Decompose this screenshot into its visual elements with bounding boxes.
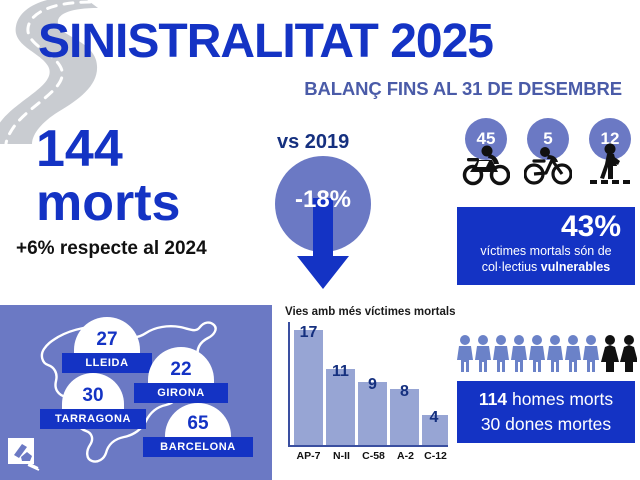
pedestrian-icon	[586, 142, 634, 186]
province-map-panel: 27 LLEIDA 22 GIRONA 30 TARRAGONA 65 BARC…	[0, 305, 272, 480]
gender-men-line: 114 homes morts	[479, 387, 613, 412]
deaths-label: morts	[36, 174, 181, 232]
chart-category-ap7: AP-7	[296, 450, 321, 462]
gender-stats-box: 114 homes morts 30 dones mortes	[457, 381, 635, 443]
gender-women-line: 30 dones mortes	[480, 414, 612, 434]
transit-logo-icon	[8, 438, 42, 472]
deaths-count: 144	[36, 120, 123, 178]
province-name-barcelona: BARCELONA	[143, 437, 253, 457]
bar-value-c58: 9	[368, 376, 377, 393]
province-value-tarragona: 30	[62, 373, 124, 409]
vulnerable-share-percent: 43%	[560, 210, 621, 243]
province-name-lleida: LLEIDA	[62, 353, 152, 373]
roads-bar-chart	[288, 322, 448, 447]
province-value-barcelona: 65	[165, 403, 231, 437]
bar-c12	[422, 415, 448, 445]
vulnerable-share-line2: col·lectius vulnerables	[465, 259, 627, 275]
vs-2019-percent: -18%	[294, 186, 352, 213]
vulnerable-share-box: 43% víctimes mortals són de col·lectius …	[457, 207, 635, 285]
chart-x-axis	[288, 445, 448, 447]
province-marker-girona: 22 GIRONA	[134, 347, 228, 403]
province-name-tarragona: TARRAGONA	[40, 409, 146, 429]
bar-n2	[326, 369, 355, 445]
winding-road-icon	[0, 0, 116, 146]
vulnerable-share-line1: víctimes mortals són de	[480, 243, 612, 258]
vulnerable-share-line2-prefix: col·lectius	[481, 259, 541, 274]
bar-c58	[358, 382, 387, 445]
province-value-girona: 22	[148, 347, 214, 383]
page-title: SINISTRALITAT 2025	[38, 15, 494, 68]
province-marker-lleida: 27 LLEIDA	[62, 317, 152, 373]
vulnerable-item-pedestrian: 12	[586, 118, 634, 184]
page-subtitle: BALANÇ FINS AL 31 DE DESEMBRE	[304, 78, 622, 99]
down-arrow-icon	[296, 198, 350, 290]
bar-a2	[390, 389, 419, 445]
province-name-girona: GIRONA	[134, 383, 228, 403]
chart-title: Vies amb més víctimes mortals	[285, 306, 456, 318]
chart-category-c12: C-12	[424, 450, 447, 462]
bar-ap7	[294, 330, 323, 445]
deaths-comparison: +6% respecte al 2024	[16, 238, 207, 259]
bar-value-a2: 8	[400, 383, 409, 400]
chart-category-n2: N-II	[333, 450, 350, 462]
chart-category-a2: A-2	[397, 450, 414, 462]
motorcycle-icon	[462, 142, 511, 186]
province-value-lleida: 27	[74, 317, 140, 353]
bar-value-n2: 11	[332, 363, 349, 380]
province-marker-tarragona: 30 TARRAGONA	[40, 373, 146, 429]
chart-category-c58: C-58	[362, 450, 385, 462]
gender-men-label: homes morts	[507, 388, 614, 409]
bicycle-icon	[523, 142, 573, 186]
vulnerable-users-row: 45 5	[462, 118, 634, 198]
province-marker-barcelona: 65 BARCELONA	[143, 403, 253, 457]
bar-value-c12: 4	[429, 409, 439, 426]
bar-value-ap7: 17	[299, 324, 318, 341]
vulnerable-share-line2-bold: vulnerables	[540, 259, 611, 274]
motorcycle-count: 45	[465, 118, 507, 160]
vs-2019-label: vs 2019	[277, 131, 350, 153]
vulnerable-item-motorcycle: 45	[462, 118, 511, 186]
gender-men-count: 114	[478, 388, 508, 409]
chart-y-axis	[288, 322, 290, 447]
vulnerable-item-bicycle: 5	[523, 118, 573, 185]
gender-pictogram-row	[457, 334, 638, 374]
